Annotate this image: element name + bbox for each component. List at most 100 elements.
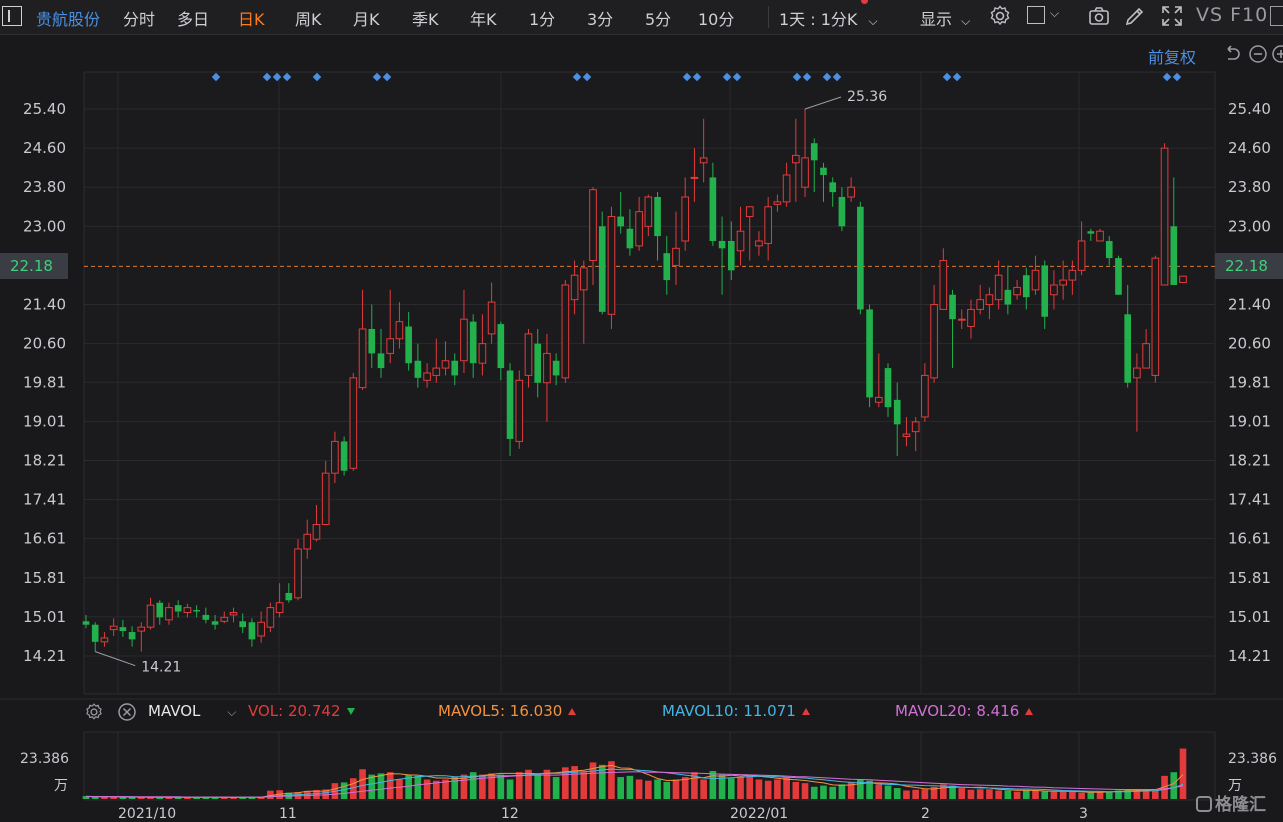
toolbar-divider [768, 6, 769, 28]
candle-body-up [985, 294, 994, 306]
event-marker-icon [952, 72, 962, 82]
candle-body-up [515, 379, 524, 442]
gear-icon[interactable] [988, 4, 1012, 28]
period-tab-3min[interactable]: 3分 [587, 10, 614, 29]
candle-body-up [570, 274, 579, 301]
low-price-label: 14.21 [141, 660, 181, 676]
period-tab-1min[interactable]: 1分 [529, 10, 556, 29]
candle-body-up [699, 157, 708, 164]
candle-body-up [1059, 279, 1067, 286]
price-tick-right: 17.41 [1228, 491, 1271, 509]
volume-bar [469, 772, 477, 799]
volume-bar [174, 797, 182, 799]
volume-bar [405, 774, 412, 799]
candle-body-down [239, 621, 247, 628]
up-arrow-icon [801, 708, 810, 715]
period-tab-month-k[interactable]: 月K [353, 10, 380, 29]
display-dropdown[interactable]: 显示 ⌵ [920, 6, 970, 30]
volume-bar [681, 777, 689, 799]
candle-body-up [1142, 343, 1150, 369]
period-tab-fenshi[interactable]: 分时 [123, 10, 156, 29]
period-tab-week-k[interactable]: 周K [295, 10, 322, 29]
adjust-mode-label[interactable]: 前复权 [1148, 48, 1197, 67]
price-tick-right: 23.00 [1228, 217, 1271, 235]
mavol5-value: 16.030 [509, 702, 563, 720]
window-box-icon[interactable] [1270, 6, 1283, 26]
volume-bar [709, 770, 717, 799]
camera-icon[interactable] [1087, 4, 1111, 28]
candle-body-up [386, 338, 395, 354]
candle-body-up [146, 604, 155, 628]
event-marker-icon [272, 72, 282, 82]
high-price-label: 25.36 [847, 89, 887, 105]
candle-body-up [690, 176, 699, 179]
price-tick-left: 23.80 [23, 178, 66, 196]
candle-body-down [469, 321, 477, 364]
volume-bar [562, 767, 569, 799]
time-tick-label: 12 [501, 806, 519, 822]
event-marker-icon [682, 72, 692, 82]
sidebar-toggle-icon[interactable] [2, 6, 22, 26]
period-tab-season-k[interactable]: 季K [412, 10, 439, 29]
candle-body-up [644, 196, 653, 227]
volume-header: MAVOL ⌵ VOL: 20.742 MAVOL5: 16.030 MAVOL… [0, 698, 1283, 726]
stock-name[interactable]: 贵航股份 [36, 10, 101, 29]
volume-bar [101, 796, 108, 799]
mavol5-line [85, 764, 1184, 798]
mavol10-readout: MAVOL10: 11.071 [662, 702, 810, 720]
candle-body-up [957, 318, 966, 321]
period-tab-5min[interactable]: 5分 [645, 10, 672, 29]
candle-body-up [220, 616, 229, 622]
undo-icon[interactable] [1222, 44, 1242, 64]
event-marker-icon [1172, 72, 1182, 82]
volume-bar [525, 769, 532, 799]
zoom-in-icon[interactable] [1271, 44, 1283, 64]
period-tab-10min[interactable]: 10分 [698, 10, 735, 29]
volume-bar [276, 790, 283, 799]
fullscreen-icon[interactable] [1160, 4, 1184, 28]
volume-bar [497, 774, 505, 799]
volume-bar [423, 779, 431, 799]
event-marker-icon [692, 72, 702, 82]
vs-f10-link[interactable]: VS F10 [1196, 4, 1269, 26]
gear-icon[interactable] [84, 702, 104, 722]
volume-bar [571, 766, 578, 799]
period-tab-year-k[interactable]: 年K [470, 10, 497, 29]
candle-body-up [801, 157, 809, 188]
candle-body-down [202, 614, 210, 620]
price-tick-right: 24.60 [1228, 139, 1271, 157]
candle-body-up [1179, 275, 1187, 284]
candle-body-up [165, 607, 173, 621]
volume-bar [691, 772, 698, 799]
candle-body-up [460, 318, 468, 362]
candle-body-down [1004, 289, 1012, 305]
vol-unit-right: 万 [1228, 778, 1242, 794]
candle-body-up [589, 189, 597, 262]
time-tick-label: 2 [921, 806, 930, 822]
volume-bar [1041, 791, 1049, 799]
zoom-out-icon[interactable] [1248, 44, 1268, 64]
indicator-selector[interactable]: MAVOL ⌵ [148, 702, 236, 720]
candle-body-down [552, 360, 560, 376]
checkbox-toggle[interactable] [1027, 6, 1045, 24]
chevron-down-icon[interactable]: ⌵ [1050, 6, 1060, 20]
candle-body-down [414, 360, 422, 378]
volume-bar [285, 792, 293, 799]
price-tick-right: 14.21 [1228, 647, 1271, 665]
period-tab-duori[interactable]: 多日 [177, 10, 210, 29]
price-tick-right: 25.40 [1228, 100, 1271, 118]
interval-combo[interactable]: 1天 : 1分K ⌵ [779, 6, 878, 30]
candle-body-up [487, 301, 496, 335]
volume-panel [83, 731, 1216, 801]
pencil-icon[interactable] [1123, 4, 1147, 28]
candle-body-up [672, 247, 680, 266]
candle-body-down [884, 368, 892, 408]
close-icon[interactable] [117, 702, 137, 722]
candle-body-up [1031, 269, 1040, 291]
interval-combo-label: 1天 : 1分K [779, 10, 858, 29]
price-panel [83, 71, 1216, 695]
period-tab-day-k[interactable]: 日K [238, 10, 265, 29]
candle-body-down [654, 196, 661, 237]
volume-bar [617, 777, 624, 799]
event-marker-icon [822, 72, 832, 82]
